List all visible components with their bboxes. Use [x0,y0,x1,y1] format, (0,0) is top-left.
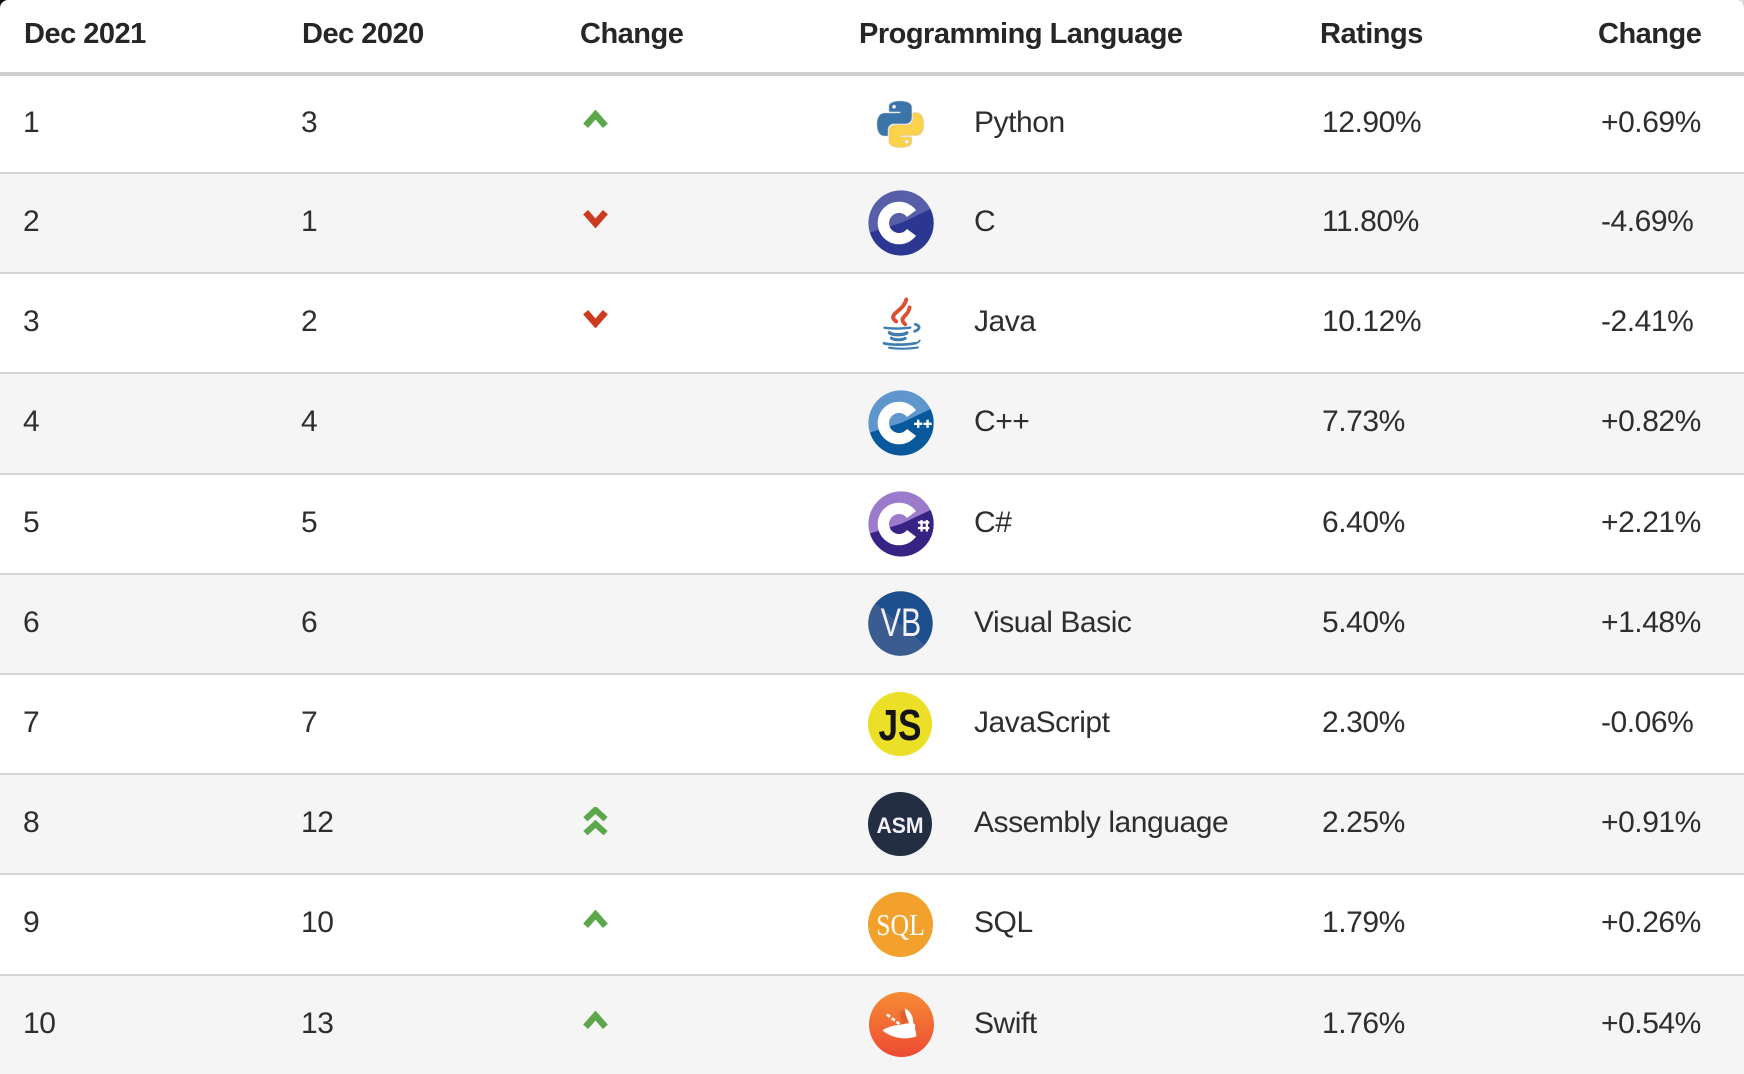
svg-text:VB: VB [881,602,922,646]
svg-text:SQL: SQL [876,908,925,942]
svg-text:JS: JS [879,701,922,750]
svg-text:ASM: ASM [877,813,924,838]
